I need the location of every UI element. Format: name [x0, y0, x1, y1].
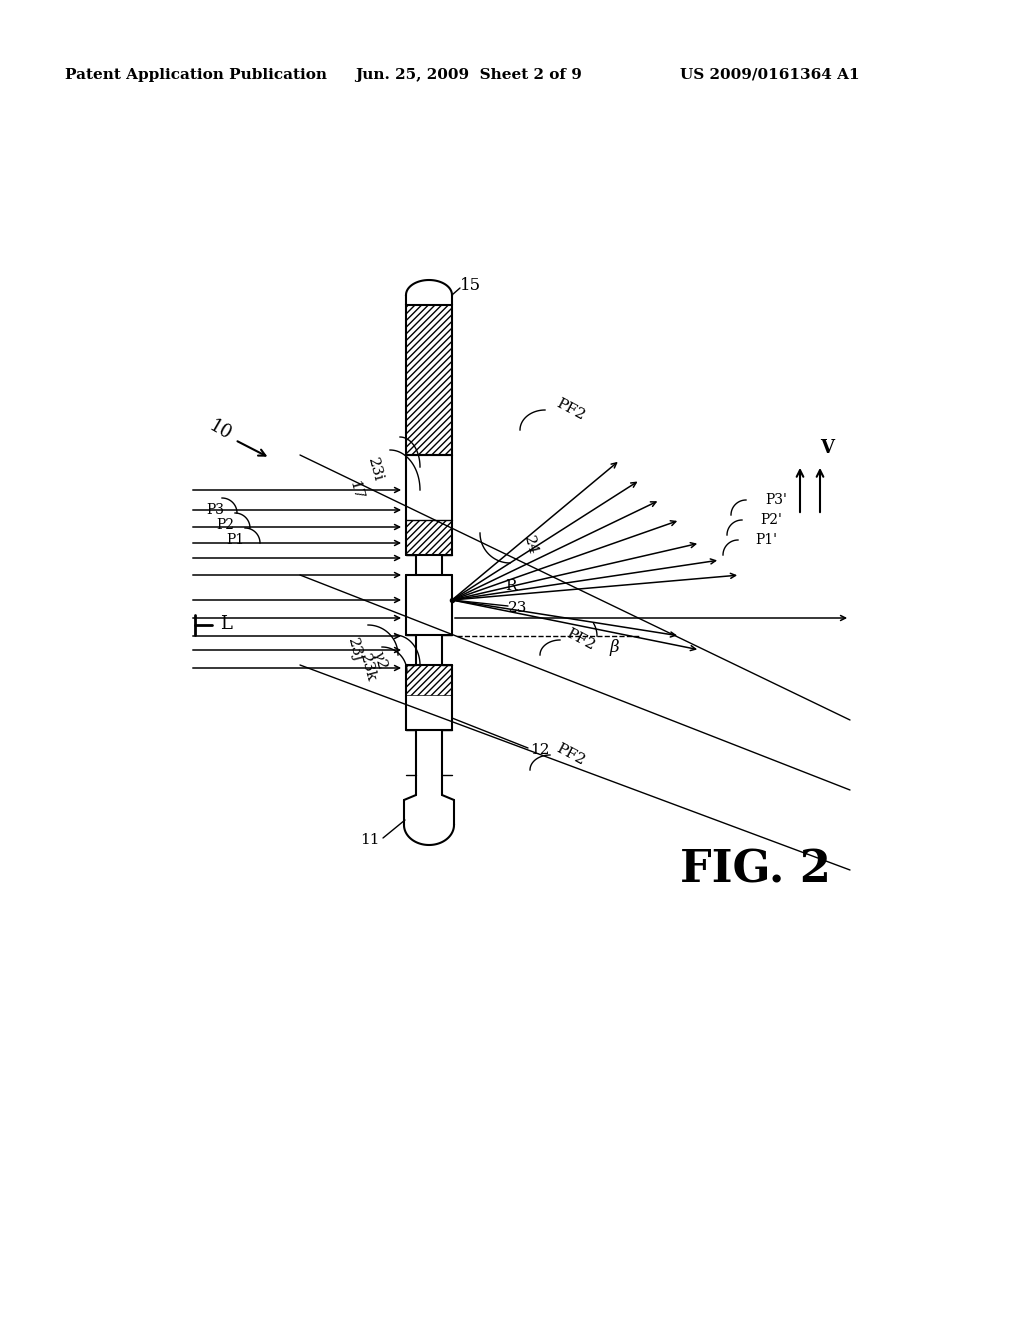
Text: P3': P3' — [765, 492, 786, 507]
Text: PF2: PF2 — [553, 742, 587, 768]
Text: P1: P1 — [226, 533, 244, 546]
Text: US 2009/0161364 A1: US 2009/0161364 A1 — [680, 69, 859, 82]
Text: γ2: γ2 — [371, 649, 389, 671]
Text: FIG. 2: FIG. 2 — [680, 849, 830, 891]
Text: L: L — [220, 615, 231, 634]
Text: 23j: 23j — [345, 636, 365, 664]
Text: 10: 10 — [206, 416, 234, 444]
Text: 23: 23 — [508, 601, 527, 615]
Text: 17: 17 — [346, 479, 365, 502]
Text: 15: 15 — [460, 276, 481, 293]
Text: V: V — [820, 440, 834, 457]
Bar — [406, 305, 452, 455]
Text: 12: 12 — [530, 743, 550, 756]
Text: P3: P3 — [206, 503, 224, 517]
Bar — [406, 520, 452, 554]
Text: Jun. 25, 2009  Sheet 2 of 9: Jun. 25, 2009 Sheet 2 of 9 — [355, 69, 582, 82]
Text: P2': P2' — [760, 513, 782, 527]
Bar — [406, 665, 452, 696]
Text: β: β — [610, 639, 620, 656]
Text: PF2: PF2 — [553, 396, 587, 424]
Text: 23k: 23k — [357, 652, 379, 684]
Text: 11: 11 — [360, 833, 380, 847]
Text: Patent Application Publication: Patent Application Publication — [65, 69, 327, 82]
Text: 23i: 23i — [366, 457, 385, 483]
Text: P1': P1' — [755, 533, 777, 546]
Text: P2: P2 — [216, 517, 234, 532]
Text: R: R — [505, 579, 516, 593]
Text: 24: 24 — [521, 533, 540, 556]
Text: PF2: PF2 — [563, 627, 597, 653]
